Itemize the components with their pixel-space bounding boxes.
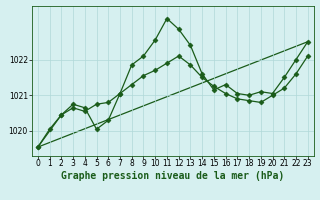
X-axis label: Graphe pression niveau de la mer (hPa): Graphe pression niveau de la mer (hPa) <box>61 171 284 181</box>
